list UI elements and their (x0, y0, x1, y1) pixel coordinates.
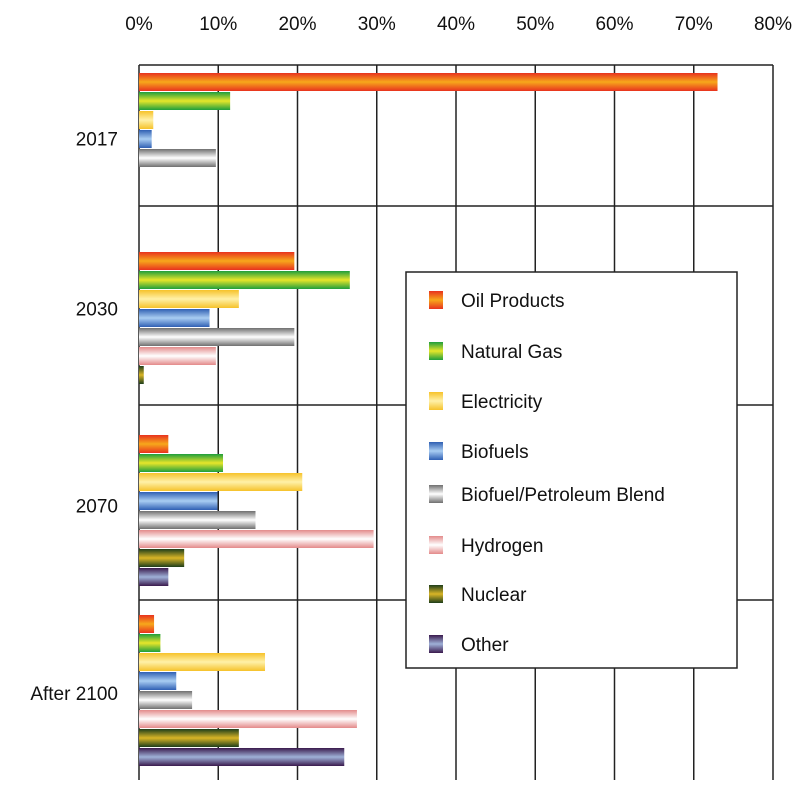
legend-swatch (429, 442, 443, 460)
legend-swatch (429, 585, 443, 603)
bar-oil-products-2017 (139, 73, 718, 91)
bar-hydrogen-2070 (139, 530, 374, 548)
bar-oil-products-2070 (139, 435, 169, 453)
legend-swatch (429, 342, 443, 360)
bar-biofuels-2070 (139, 492, 218, 510)
bar-nuclear-2070 (139, 549, 185, 567)
legend-box (405, 271, 738, 669)
category-label: 2017 (76, 130, 118, 151)
legend-label: Natural Gas (461, 342, 562, 363)
legend-label: Other (461, 635, 509, 656)
x-tick-label: 80% (754, 14, 792, 35)
legend-label: Biofuel/Petroleum Blend (461, 485, 665, 506)
x-tick-label: 30% (358, 14, 396, 35)
bar-biofuel-petroleum-blend-after-2100 (139, 691, 193, 709)
bar-biofuel-petroleum-blend-2070 (139, 511, 256, 529)
bar-electricity-after-2100 (139, 653, 266, 671)
legend-label: Biofuels (461, 442, 529, 463)
legend-swatch (429, 536, 443, 554)
legend-label: Nuclear (461, 585, 527, 606)
bar-biofuels-after-2100 (139, 672, 177, 690)
legend: Oil Products Natural Gas Electricity Biofue… (405, 271, 738, 669)
bar-biofuels-2030 (139, 309, 210, 327)
bar-oil-products-after-2100 (139, 615, 155, 633)
category-label: 2030 (76, 300, 118, 321)
legend-swatch (429, 485, 443, 503)
x-tick-labels: 0% 10% 20% 30% 40% 50% 60% 70% 80% (125, 14, 792, 35)
bar-natural-gas-2070 (139, 454, 224, 472)
x-tick-label: 40% (437, 14, 475, 35)
x-tick-label: 70% (675, 14, 713, 35)
bar-biofuel-petroleum-blend-2030 (139, 328, 295, 346)
bars (139, 73, 718, 766)
bar-electricity-2017 (139, 111, 154, 129)
bar-natural-gas-2030 (139, 271, 350, 289)
legend-label: Oil Products (461, 291, 564, 312)
x-tick-label: 50% (516, 14, 554, 35)
bar-hydrogen-2030 (139, 347, 216, 365)
bar-natural-gas-after-2100 (139, 634, 161, 652)
x-tick-label: 20% (278, 14, 316, 35)
x-tick-label: 60% (595, 14, 633, 35)
bar-other-2070 (139, 568, 169, 586)
category-label: 2070 (76, 497, 118, 518)
legend-swatch (429, 291, 443, 309)
bar-nuclear-after-2100 (139, 729, 239, 747)
legend-swatch (429, 392, 443, 410)
bar-other-after-2100 (139, 748, 345, 766)
bar-electricity-2030 (139, 290, 239, 308)
x-tick-label: 10% (199, 14, 237, 35)
bar-oil-products-2030 (139, 252, 295, 270)
bar-nuclear-2030 (139, 366, 144, 384)
category-labels: 2017 2030 2070 After 2100 (30, 130, 118, 706)
legend-swatch (429, 635, 443, 653)
category-label: After 2100 (30, 684, 118, 705)
legend-label: Electricity (461, 392, 543, 413)
bar-electricity-2070 (139, 473, 303, 491)
bar-biofuel-petroleum-blend-2017 (139, 149, 216, 167)
bar-natural-gas-2017 (139, 92, 231, 110)
bar-biofuels-2017 (139, 130, 152, 148)
x-tick-label: 0% (125, 14, 153, 35)
bar-hydrogen-after-2100 (139, 710, 357, 728)
legend-label: Hydrogen (461, 536, 543, 557)
